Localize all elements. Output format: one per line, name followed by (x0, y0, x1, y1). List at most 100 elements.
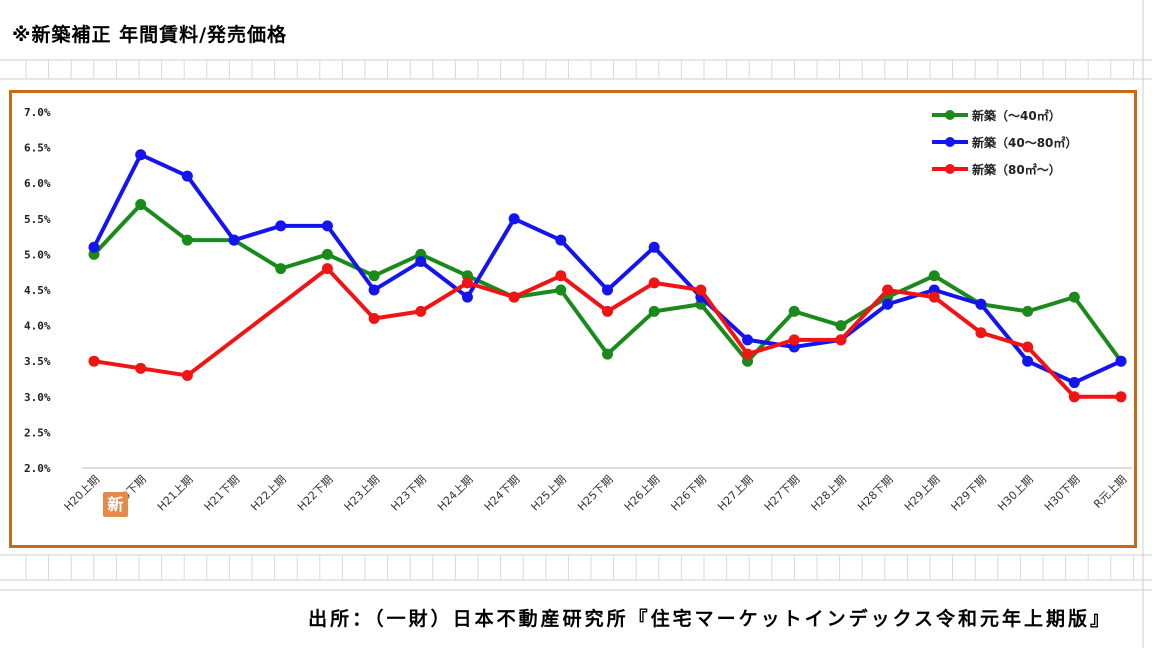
data-point (415, 305, 427, 317)
series-2 (88, 149, 1127, 389)
data-point (181, 234, 193, 246)
series-line (92, 202, 1123, 364)
data-point (648, 277, 660, 289)
y-tick-label: 3.0% (24, 391, 51, 404)
x-tick-label: H21上期 (155, 473, 196, 514)
x-tick-label: H24上期 (435, 473, 476, 514)
data-point (88, 241, 100, 253)
x-tick-label: R元上期 (1091, 473, 1129, 511)
data-point (1022, 305, 1034, 317)
y-tick-label: 7.0% (24, 106, 51, 119)
source-citation: 出所：（一財）日本不動産研究所『住宅マーケットインデックス令和元年上期版』 (308, 608, 1112, 630)
line-chart: 7.0% 6.5% 6.0% 5.5% 5.0% 4.5% 4.0% 3.5% 3.0% 2.5%… (24, 106, 1132, 514)
x-tick-label: H28上期 (809, 473, 850, 514)
data-point (135, 199, 147, 211)
x-tick-label: H28下期 (855, 473, 896, 514)
data-point (975, 327, 987, 339)
data-point (555, 284, 567, 296)
data-point (1115, 391, 1127, 403)
series-line (92, 152, 1123, 385)
x-tick-label: H25下期 (575, 473, 616, 514)
y-tick-label: 5.0% (24, 248, 51, 261)
data-point (275, 263, 287, 275)
x-tick-label: H26上期 (622, 473, 663, 514)
legend-swatch-marker (945, 137, 955, 147)
data-point (602, 284, 613, 296)
data-point (648, 305, 660, 317)
legend-label: 新築（80㎡～） (972, 162, 1061, 177)
data-point (321, 263, 333, 275)
data-point (461, 291, 473, 303)
x-tick-label: H29上期 (902, 473, 943, 514)
data-point (321, 248, 333, 260)
data-point (928, 291, 940, 303)
data-point (1022, 341, 1034, 353)
data-point (882, 284, 894, 296)
data-point (181, 369, 193, 381)
x-tick-label: H23下期 (388, 473, 429, 514)
data-point (602, 348, 613, 360)
x-tick-label: H30上期 (995, 473, 1036, 514)
data-point (742, 348, 754, 360)
y-tick-label: 2.0% (24, 462, 51, 475)
series-3 (88, 263, 1127, 403)
x-tick-label: H30下期 (1042, 473, 1083, 514)
data-point (695, 284, 707, 296)
data-point (275, 220, 287, 232)
x-tick-label: H25上期 (528, 473, 569, 514)
data-point (1068, 377, 1080, 389)
y-tick-label: 4.5% (24, 284, 51, 297)
y-tick-label: 2.5% (24, 426, 51, 439)
data-point (1115, 355, 1127, 367)
data-point (835, 334, 847, 346)
x-tick-label: H22下期 (295, 473, 336, 514)
legend-swatch-marker (945, 110, 955, 120)
legend: 新築（～40㎡） 新築（40～80㎡） 新築（80㎡～） (932, 108, 1077, 177)
x-tick-label: H21下期 (202, 473, 243, 514)
data-point (508, 213, 520, 225)
legend-label: 新築（40～80㎡） (972, 135, 1077, 150)
data-point (1068, 291, 1080, 303)
data-point (508, 291, 520, 303)
x-tick-label: H23上期 (342, 473, 383, 514)
y-tick-label: 4.0% (24, 320, 51, 333)
chart-frame: 7.0% 6.5% 6.0% 5.5% 5.0% 4.5% 4.0% 3.5% 3.0% 2.5%… (9, 90, 1137, 548)
y-tick-label: 5.5% (24, 213, 51, 226)
data-point (135, 362, 147, 374)
data-point (461, 277, 473, 289)
data-point (88, 355, 100, 367)
x-tick-label: H27下期 (762, 473, 803, 514)
data-point (835, 320, 847, 332)
data-point (788, 334, 800, 346)
data-point (415, 256, 427, 268)
data-point (975, 298, 987, 310)
page-title: ※新築補正 年間賃料/発売価格 (12, 24, 288, 46)
data-point (368, 284, 380, 296)
y-tick-label: 3.5% (24, 355, 51, 368)
x-tick-label: H20上期 (62, 473, 103, 514)
legend-label: 新築（～40㎡） (972, 108, 1061, 123)
y-tick-label: 6.0% (24, 177, 51, 190)
data-point (1022, 355, 1034, 367)
legend-swatch-marker (945, 164, 955, 174)
data-point (882, 298, 894, 310)
data-point (928, 270, 940, 282)
data-point (135, 149, 147, 161)
data-point (228, 234, 240, 246)
data-point (368, 312, 380, 324)
x-tick-label: H29下期 (949, 473, 990, 514)
data-point (555, 270, 567, 282)
y-tick-label: 6.5% (24, 142, 51, 155)
x-tick-label: H24下期 (482, 473, 523, 514)
series-1 (88, 199, 1127, 367)
data-point (788, 305, 800, 317)
data-point (181, 170, 193, 182)
data-point (648, 241, 660, 253)
x-tick-label: H27上期 (715, 473, 756, 514)
data-point (742, 334, 754, 346)
data-point (602, 305, 613, 317)
data-point (368, 270, 380, 282)
new-badge: 新 (103, 492, 128, 517)
data-point (321, 220, 333, 232)
